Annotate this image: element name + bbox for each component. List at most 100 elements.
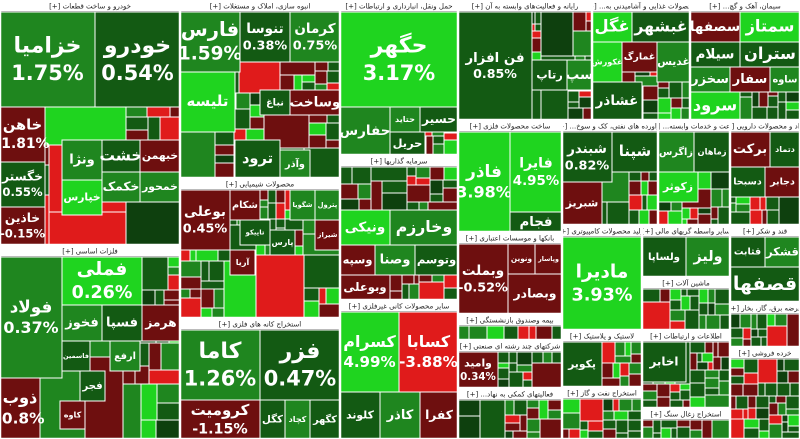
tile[interactable] — [0, 11, 96, 108]
sector-title[interactable]: خودرو و ساخت قطعات [+] — [49, 3, 131, 11]
filler-tile — [122, 383, 142, 439]
sector-title[interactable]: فراورده های نفتی، کک و سوخ... [+] — [556, 123, 664, 131]
tile[interactable] — [229, 189, 261, 221]
sector-title[interactable]: استخراج زغال سنگ [+] — [650, 410, 721, 419]
tile[interactable] — [591, 11, 633, 43]
tile[interactable] — [621, 41, 658, 73]
tile[interactable] — [141, 304, 181, 342]
tile[interactable] — [414, 244, 459, 276]
tile[interactable] — [259, 399, 286, 439]
sector-title[interactable]: سیمان، آهک و گچ... [+] — [709, 2, 781, 11]
tile[interactable] — [769, 66, 800, 93]
sector-title[interactable]: قند و شکر [+] — [743, 228, 787, 236]
tile[interactable] — [657, 171, 699, 203]
tile[interactable] — [531, 59, 568, 91]
tile[interactable] — [0, 161, 46, 208]
sector-title[interactable]: شرکتهای چند رشته ای صنعتی [+] — [460, 343, 561, 351]
sector-title[interactable]: خرده فروشی [+] — [738, 350, 791, 358]
tile[interactable] — [419, 391, 459, 439]
tile[interactable] — [739, 11, 800, 43]
tile[interactable] — [239, 11, 291, 63]
tile[interactable] — [339, 274, 391, 301]
tile[interactable] — [269, 229, 296, 256]
tile[interactable] — [591, 81, 643, 121]
tile[interactable] — [94, 11, 181, 108]
sector-title[interactable]: عرضه برق، گاز، بخار [+] — [728, 304, 800, 313]
tile[interactable] — [234, 139, 281, 179]
sector-title[interactable]: ماشین آلات [+] — [662, 279, 710, 288]
tile[interactable] — [0, 106, 46, 163]
tile[interactable] — [729, 166, 766, 198]
tile[interactable] — [764, 166, 800, 198]
sector-title[interactable]: سرمایه گذاریها [+] — [371, 157, 428, 166]
tile[interactable] — [507, 273, 563, 315]
tile[interactable] — [79, 370, 106, 402]
tile[interactable] — [339, 11, 459, 108]
tile[interactable] — [561, 131, 613, 183]
sector-title[interactable]: اطلاعات و ارتباطات [+] — [650, 333, 722, 341]
tile[interactable] — [685, 236, 731, 278]
tile[interactable] — [61, 179, 103, 216]
sector-title[interactable]: تولید محصولات کامپیوتری [+] — [558, 228, 646, 236]
tile[interactable] — [457, 351, 499, 389]
tile[interactable] — [379, 391, 421, 439]
tile[interactable] — [611, 131, 659, 173]
tile[interactable] — [59, 400, 86, 430]
tile[interactable] — [279, 149, 311, 179]
sector-title[interactable]: سایر واسطه گریهای مالی [+] — [642, 227, 731, 236]
sector-title[interactable]: محصولات غذایی و آشامیدنی به... [+] — [585, 2, 696, 11]
tile[interactable] — [229, 249, 256, 276]
tile[interactable] — [289, 11, 341, 63]
tile[interactable] — [561, 181, 603, 226]
filler-tile — [697, 207, 712, 215]
sector-title[interactable]: انبوه سازی، املاک و مستغلات [+] — [210, 3, 311, 11]
tile-name: خپارس — [63, 191, 100, 204]
tile[interactable] — [561, 236, 643, 331]
tile[interactable] — [729, 66, 771, 93]
filler-tile — [768, 423, 783, 439]
tile[interactable] — [179, 71, 236, 133]
tile[interactable] — [739, 41, 800, 68]
sector-title[interactable]: فلزات اساسی [+] — [62, 248, 117, 256]
tile[interactable] — [764, 236, 800, 268]
filler-tile — [457, 325, 470, 341]
tile[interactable] — [101, 304, 143, 342]
sector-title[interactable]: محصولات شیمیایی [+] — [226, 181, 295, 189]
tile[interactable] — [179, 189, 231, 251]
sector-title[interactable]: استخراج کانه های فلزی [+] — [219, 321, 302, 329]
sector-title[interactable]: رایانه و فعالیت‌های وابسته به آن [+] — [472, 2, 579, 11]
tile[interactable] — [314, 189, 341, 221]
sector-title[interactable]: مواد و محصولات دارویی [+] — [723, 123, 800, 131]
tile[interactable] — [339, 391, 381, 439]
tile[interactable] — [374, 244, 416, 276]
tile[interactable] — [259, 89, 291, 116]
sector-title[interactable]: بیمه وصندوق بازنشستگی [+] — [466, 316, 554, 325]
sector-title[interactable]: سایر محصولات کانی غیرفلزی [+] — [349, 303, 450, 311]
tile[interactable] — [631, 11, 691, 43]
sector-title[interactable]: لاستیک و پلاستیک [+] — [570, 333, 634, 341]
sector-title[interactable]: استخراج نفت و گاز [+] — [567, 389, 637, 398]
tile[interactable] — [109, 340, 141, 372]
sector-title[interactable]: ساخت محصولات فلزی [+] — [470, 123, 551, 131]
sector-title[interactable]: فعالیتهای کمکی به نهاد... [+] — [467, 391, 553, 399]
tile[interactable] — [656, 41, 691, 83]
sector-title[interactable]: زراعت و خدمات وابسته... [+] — [649, 123, 739, 131]
tile[interactable] — [641, 236, 687, 278]
tile-name: کاما — [199, 339, 242, 364]
sector-title[interactable]: حمل ونقل، انبارداری و ارتباطات [+] — [345, 3, 452, 11]
tile[interactable] — [457, 243, 509, 315]
tile[interactable] — [689, 11, 741, 43]
tile[interactable] — [61, 139, 103, 181]
tile[interactable] — [0, 377, 41, 439]
tile[interactable] — [689, 41, 741, 68]
tile[interactable] — [101, 171, 141, 203]
tile[interactable] — [314, 219, 341, 251]
tile[interactable] — [0, 256, 63, 379]
tile[interactable] — [61, 304, 103, 342]
filler-tile — [785, 395, 800, 410]
sector-title[interactable]: بانکها و موسسات اعتباری [+] — [466, 235, 554, 243]
tile[interactable] — [509, 131, 563, 213]
tile[interactable] — [419, 106, 459, 133]
tile[interactable] — [309, 399, 341, 439]
tile[interactable] — [61, 340, 91, 372]
